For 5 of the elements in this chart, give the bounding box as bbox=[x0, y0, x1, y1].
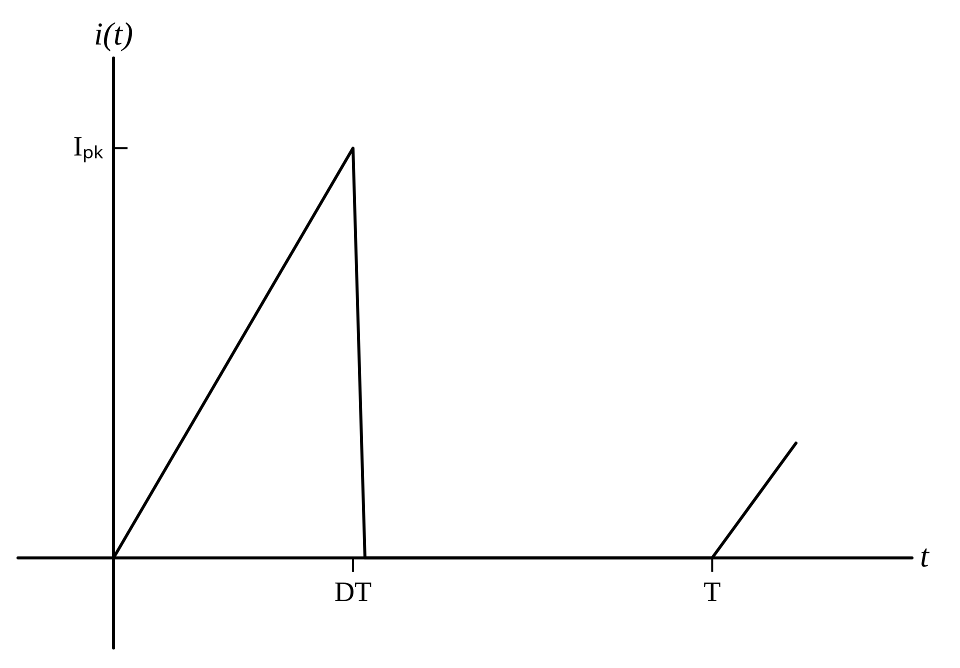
x-axis-title: t bbox=[920, 537, 930, 574]
x-tick-label: T bbox=[704, 577, 721, 608]
x-tick-label: DT bbox=[334, 577, 372, 608]
text: Iₚₖ bbox=[73, 132, 104, 162]
y-axis-title: i(t) bbox=[94, 15, 134, 52]
